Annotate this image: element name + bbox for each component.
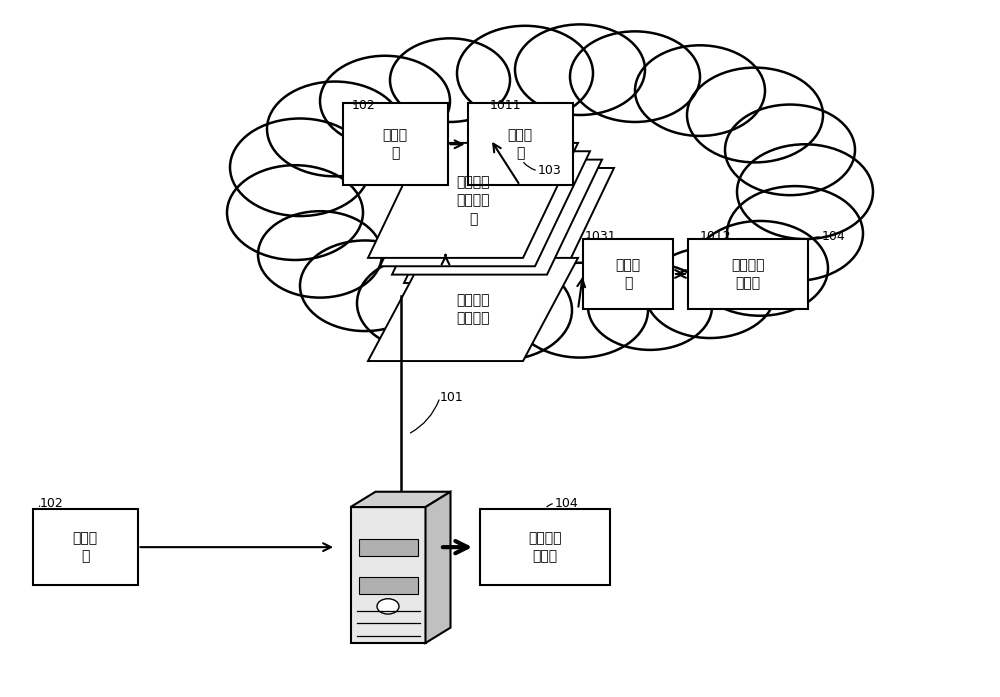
Text: 1031: 1031 bbox=[585, 231, 617, 243]
Polygon shape bbox=[368, 258, 578, 361]
Text: 人脸图像
的分数: 人脸图像 的分数 bbox=[731, 258, 765, 290]
Circle shape bbox=[457, 26, 593, 121]
Circle shape bbox=[570, 31, 700, 122]
Circle shape bbox=[737, 144, 873, 239]
FancyBboxPatch shape bbox=[688, 239, 808, 309]
Circle shape bbox=[377, 599, 399, 614]
FancyBboxPatch shape bbox=[583, 239, 673, 309]
Text: 1011: 1011 bbox=[490, 100, 522, 112]
Text: 人脸质量
评估方法: 人脸质量 评估方法 bbox=[456, 293, 490, 325]
Circle shape bbox=[727, 186, 863, 281]
Circle shape bbox=[692, 221, 828, 316]
Circle shape bbox=[512, 263, 648, 358]
Circle shape bbox=[300, 240, 430, 331]
Text: 1012: 1012 bbox=[700, 231, 732, 243]
Text: 人脸图像
的分数: 人脸图像 的分数 bbox=[528, 531, 562, 563]
Circle shape bbox=[227, 165, 363, 260]
Polygon shape bbox=[368, 143, 578, 258]
Circle shape bbox=[588, 263, 712, 350]
Polygon shape bbox=[392, 160, 602, 275]
Circle shape bbox=[230, 118, 370, 216]
Polygon shape bbox=[351, 492, 450, 507]
Circle shape bbox=[687, 68, 823, 162]
Text: 102: 102 bbox=[40, 497, 64, 510]
FancyBboxPatch shape bbox=[359, 539, 418, 556]
Circle shape bbox=[515, 24, 645, 115]
Circle shape bbox=[267, 82, 403, 176]
Text: 打分网
络: 打分网 络 bbox=[615, 258, 641, 290]
FancyBboxPatch shape bbox=[342, 103, 448, 185]
Circle shape bbox=[725, 105, 855, 195]
Circle shape bbox=[645, 247, 775, 338]
Circle shape bbox=[258, 211, 382, 298]
Polygon shape bbox=[404, 168, 614, 283]
FancyBboxPatch shape bbox=[468, 103, 572, 185]
Circle shape bbox=[320, 56, 450, 146]
Polygon shape bbox=[426, 492, 450, 643]
Text: 人脸质量
评估方法
集: 人脸质量 评估方法 集 bbox=[456, 175, 490, 226]
Text: 103: 103 bbox=[538, 164, 562, 177]
Circle shape bbox=[390, 38, 510, 122]
Text: 104: 104 bbox=[822, 231, 846, 243]
FancyBboxPatch shape bbox=[480, 509, 610, 585]
FancyBboxPatch shape bbox=[359, 577, 418, 594]
Text: 101: 101 bbox=[440, 391, 464, 404]
Text: 102: 102 bbox=[352, 100, 376, 112]
Circle shape bbox=[428, 260, 572, 360]
Text: 人脸图
像: 人脸图 像 bbox=[72, 531, 98, 563]
Polygon shape bbox=[380, 151, 590, 266]
FancyBboxPatch shape bbox=[33, 509, 138, 585]
Circle shape bbox=[635, 45, 765, 136]
Text: 筛选网
络: 筛选网 络 bbox=[507, 128, 533, 160]
FancyBboxPatch shape bbox=[351, 507, 426, 643]
Text: 人脸图
像: 人脸图 像 bbox=[382, 128, 408, 160]
Circle shape bbox=[357, 256, 493, 351]
Text: 104: 104 bbox=[555, 497, 579, 510]
